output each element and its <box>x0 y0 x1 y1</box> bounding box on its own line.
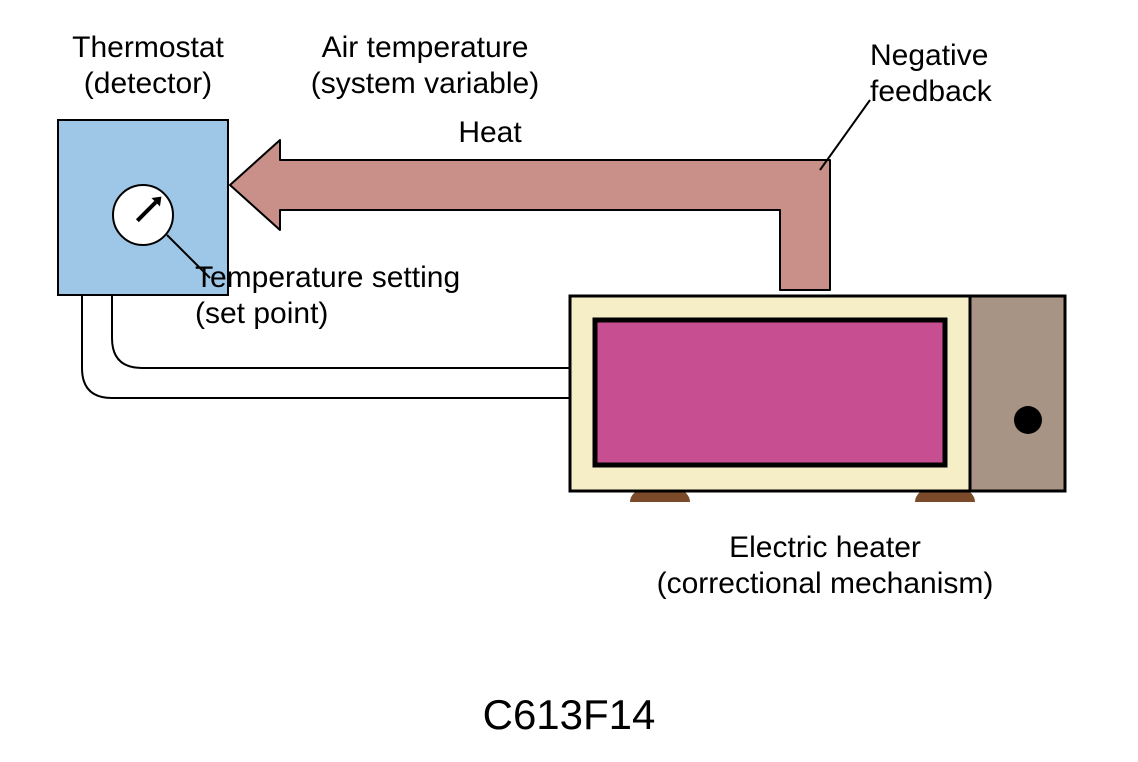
figure-id-label: C613F14 <box>0 690 1138 740</box>
negative-feedback-label: Negative feedback <box>870 38 1070 110</box>
heater-label: Electric heater (correctional mechanism) <box>600 530 1050 602</box>
heat-label: Heat <box>430 115 550 151</box>
heater <box>570 296 1065 491</box>
air-temperature-label: Air temperature (system variable) <box>265 30 585 102</box>
negative-feedback-leader <box>820 100 870 170</box>
temperature-setting-label: Temperature setting (set point) <box>195 260 545 332</box>
diagram-canvas <box>0 0 1138 762</box>
thermostat-label: Thermostat (detector) <box>48 30 248 102</box>
